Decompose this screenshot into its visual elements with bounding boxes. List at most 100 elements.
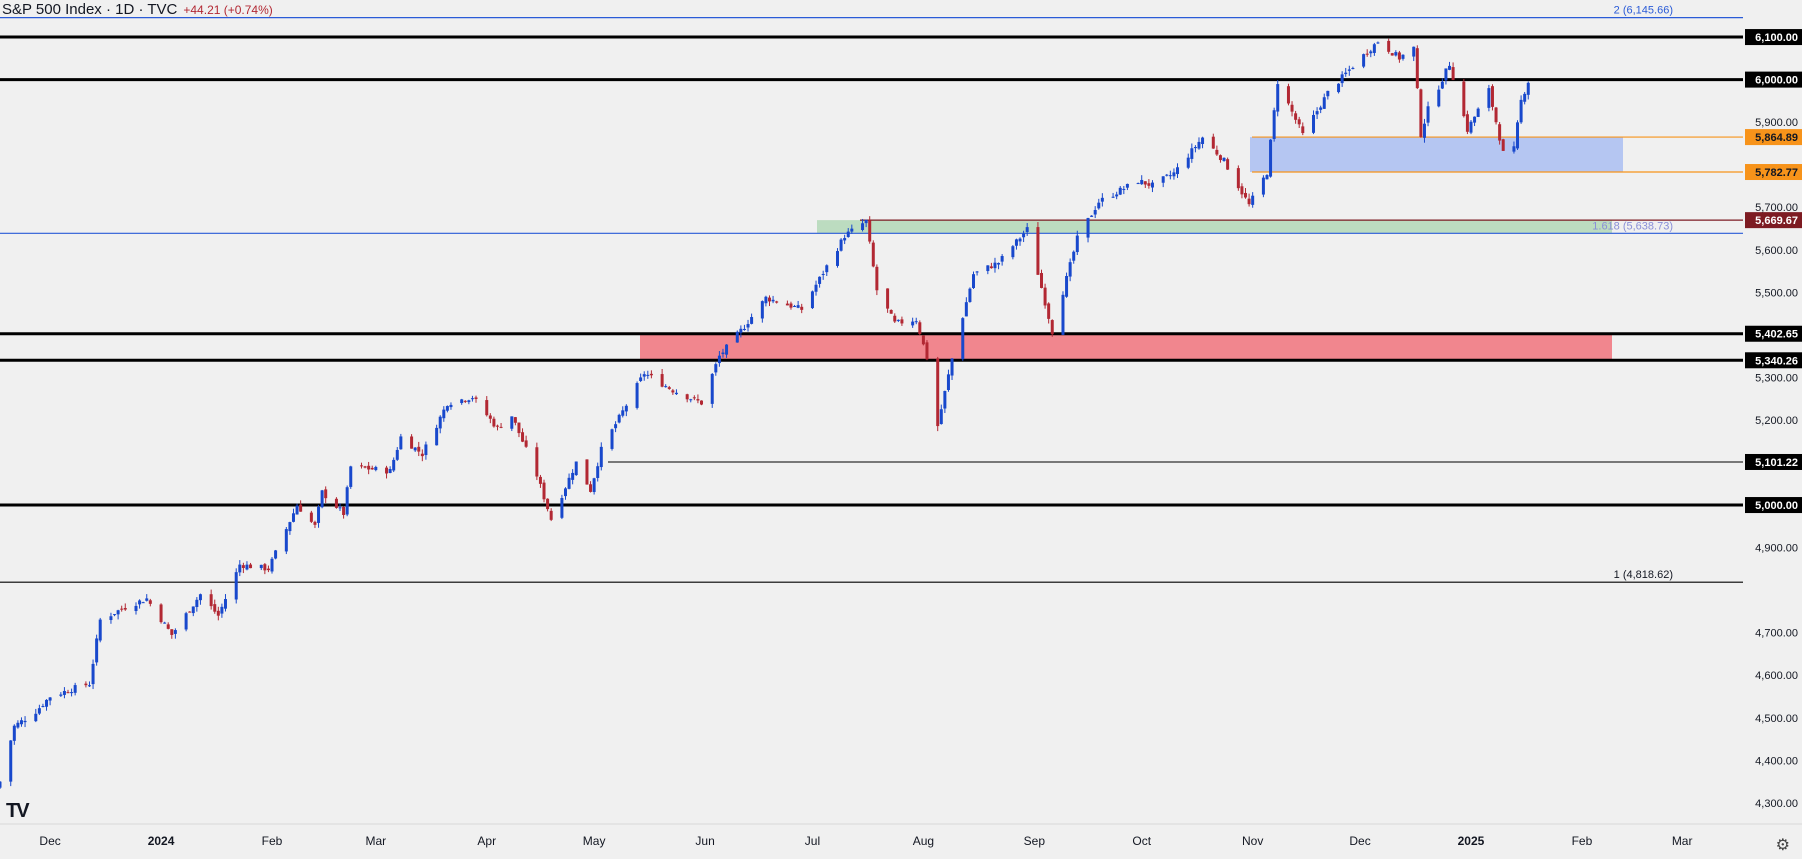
candle-body [492, 418, 496, 427]
candle-body [961, 318, 965, 360]
candle-body [510, 416, 514, 429]
candle-body [1172, 172, 1176, 177]
candle-body [535, 447, 539, 477]
candle-body [574, 461, 578, 476]
candle-body [674, 392, 678, 395]
candle-body [1036, 227, 1040, 275]
candle-body [445, 406, 449, 411]
candle-body [1487, 88, 1491, 108]
candle-body [921, 335, 925, 345]
candle-body [41, 706, 45, 708]
candle-body [946, 374, 950, 391]
candle-body [1490, 86, 1494, 107]
candle-body [385, 467, 389, 474]
candle-body [295, 505, 299, 515]
candle-body [1422, 123, 1426, 138]
candle-body [485, 400, 489, 416]
candle-body [420, 453, 424, 457]
candle-body [442, 409, 446, 419]
candle-body [1150, 182, 1154, 188]
candle-body [1190, 148, 1194, 159]
candle-body [742, 328, 746, 331]
x-tick-label: 2025 [1458, 834, 1485, 848]
tradingview-logo[interactable]: TV [6, 800, 30, 822]
candle-body [735, 331, 739, 343]
y-tick-label: 5,200.00 [1755, 415, 1798, 427]
x-tick-label: Mar [1672, 834, 1693, 848]
candle-body [342, 506, 346, 515]
candle-body [936, 358, 940, 427]
candle-body [918, 322, 922, 335]
candle-body [850, 228, 854, 232]
candle-body [964, 302, 968, 317]
candle-body [1322, 97, 1326, 109]
candle-body [345, 487, 349, 515]
candle-body [138, 600, 142, 605]
candle-body [1218, 155, 1222, 161]
candle-body [470, 398, 474, 400]
candle-body [1419, 89, 1423, 137]
candle-body [62, 690, 66, 695]
candle-body [95, 638, 99, 663]
candle-body [725, 344, 729, 355]
candle-body [524, 440, 528, 447]
candle-body [1494, 107, 1498, 123]
candle-body [1143, 181, 1147, 185]
candle-body [395, 449, 399, 460]
candle-body [1090, 215, 1094, 217]
candle-body [241, 565, 245, 568]
gear-icon[interactable]: ⚙ [1775, 837, 1790, 854]
candle-body [1136, 183, 1140, 185]
zone-2 [817, 220, 1612, 234]
candle-body [1244, 192, 1248, 198]
candle-body [45, 699, 49, 707]
candle-body [159, 604, 163, 623]
candle-body [374, 466, 378, 471]
candle-body [435, 427, 439, 446]
candle-body [1272, 110, 1276, 140]
candle-body [1072, 251, 1076, 261]
candle-body [1014, 239, 1018, 246]
candle-body [868, 220, 872, 242]
candle-body [349, 466, 353, 487]
candle-body [542, 482, 546, 500]
candle-body [1000, 256, 1004, 262]
candle-body [1362, 54, 1366, 67]
candle-body [814, 284, 818, 292]
candle-body [234, 572, 238, 600]
fib-label-11: 1 (4,818.62) [1614, 569, 1673, 581]
x-tick-label: Oct [1132, 834, 1151, 848]
candle-body [317, 506, 321, 523]
candle-body [438, 416, 442, 429]
candle-body [800, 306, 804, 310]
candle-body [1437, 89, 1441, 107]
candle-body [1415, 48, 1419, 89]
candle-body [699, 400, 703, 405]
candle-body [173, 630, 177, 634]
candle-body [1297, 119, 1301, 125]
candle-body [1290, 104, 1294, 112]
candle-body [1265, 175, 1269, 180]
zone-1 [1250, 137, 1623, 173]
candle-body [1286, 86, 1290, 104]
symbol-title[interactable]: S&P 500 Index · 1D · TVC [2, 1, 178, 18]
price-tag-10 [1745, 497, 1802, 514]
candle-body [410, 436, 414, 449]
fib-label-6: 1.618 (5,638.73) [1592, 220, 1673, 232]
candle-body [560, 498, 564, 518]
candle-body [861, 223, 865, 230]
candle-body [592, 478, 596, 493]
candle-body [238, 564, 242, 573]
candle-body [1118, 187, 1122, 195]
candle-body [66, 692, 70, 694]
x-tick-label: Dec [1349, 834, 1370, 848]
x-tick-label: Sep [1024, 834, 1046, 848]
candle-body [1226, 159, 1230, 170]
candle-body [789, 303, 793, 308]
candle-body [785, 303, 789, 306]
candle-body [1236, 168, 1240, 189]
candle-body [48, 697, 52, 701]
price-tag-5 [1745, 212, 1802, 229]
candle-body [223, 599, 227, 609]
